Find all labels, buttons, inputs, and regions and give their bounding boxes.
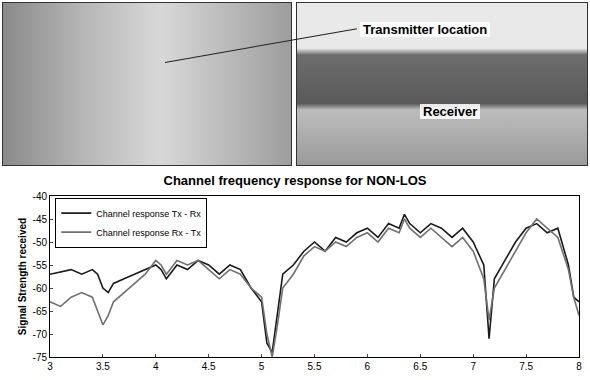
svg-text:7.5: 7.5 bbox=[519, 361, 533, 372]
svg-text:3.5: 3.5 bbox=[96, 361, 110, 372]
svg-text:Channel response Tx - Rx: Channel response Tx - Rx bbox=[96, 209, 201, 219]
svg-text:-75: -75 bbox=[33, 352, 48, 363]
svg-text:6: 6 bbox=[365, 361, 371, 372]
html-text:Receiver: Receiver bbox=[423, 104, 478, 119]
svg-text:4: 4 bbox=[153, 361, 159, 372]
svg-text:-55: -55 bbox=[33, 260, 48, 271]
svg-text:-50: -50 bbox=[33, 237, 48, 248]
html-text:Transmitter location: Transmitter location bbox=[363, 22, 488, 37]
svg-text:8: 8 bbox=[576, 361, 582, 372]
svg-text:3: 3 bbox=[47, 361, 53, 372]
svg-text:Channel response Rx - Tx: Channel response Rx - Tx bbox=[96, 228, 201, 238]
svg-text:-70: -70 bbox=[33, 329, 48, 340]
svg-text:6.5: 6.5 bbox=[413, 361, 427, 372]
svg-text:7: 7 bbox=[470, 361, 476, 372]
svg-text:4.5: 4.5 bbox=[202, 361, 216, 372]
svg-text:5.5: 5.5 bbox=[308, 361, 322, 372]
svg-text:-40: -40 bbox=[33, 191, 48, 202]
svg-text:Signal Strength received: Signal Strength received bbox=[17, 218, 28, 335]
svg-text:-45: -45 bbox=[33, 214, 48, 225]
svg-text:5: 5 bbox=[259, 361, 265, 372]
svg-text:-60: -60 bbox=[33, 283, 48, 294]
svg-text:Channel frequency response for: Channel frequency response for NON-LOS bbox=[164, 173, 427, 188]
svg-text:-65: -65 bbox=[33, 306, 48, 317]
